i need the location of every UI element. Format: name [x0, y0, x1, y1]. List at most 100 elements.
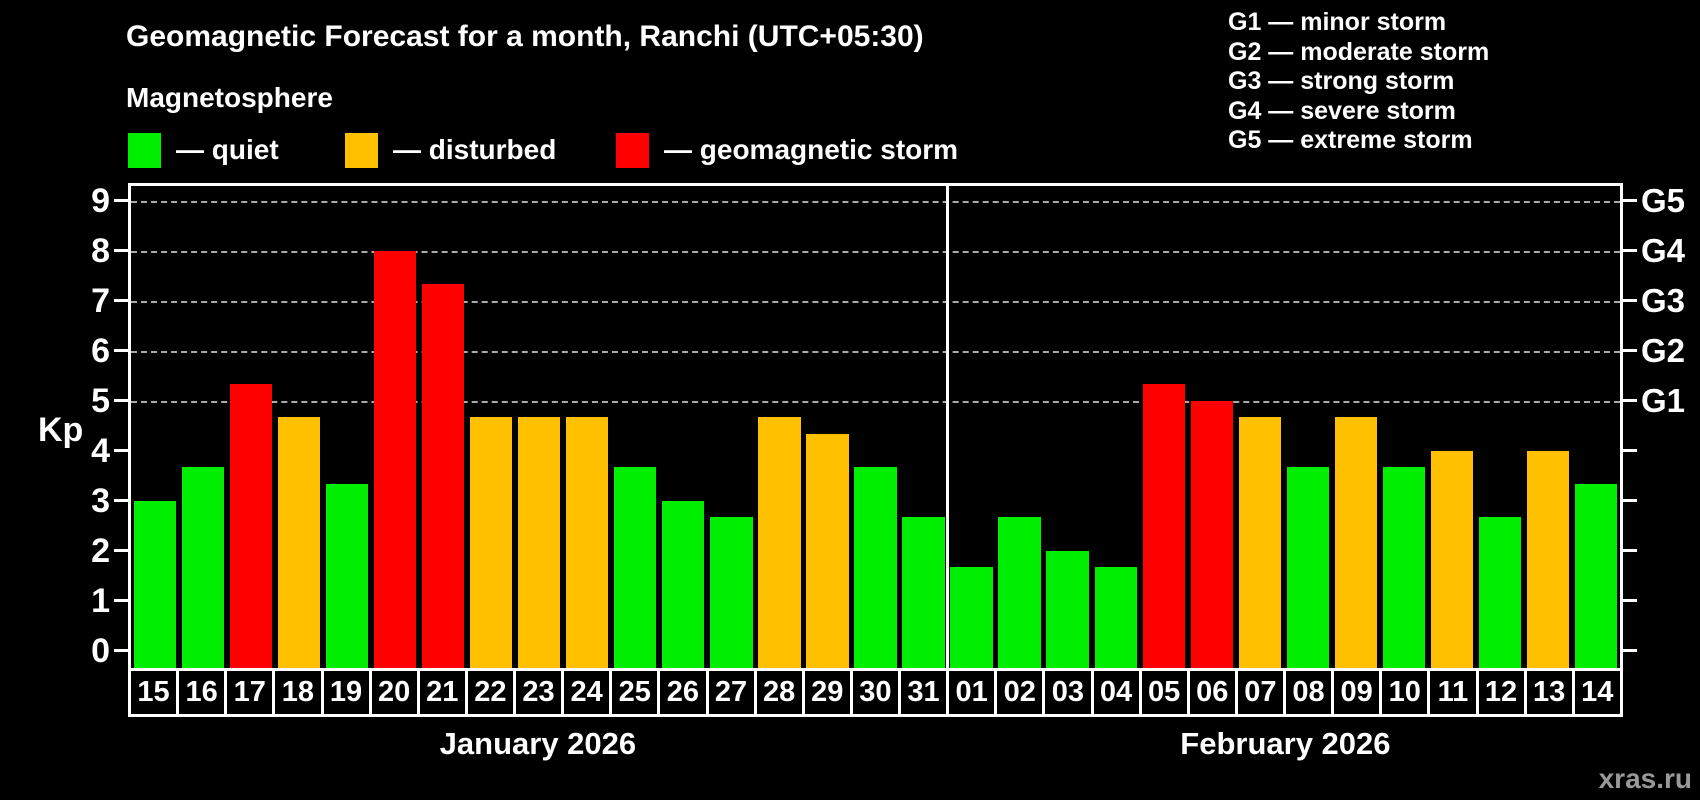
- kp-bar-day-01: [950, 567, 993, 668]
- kp-bar-day-15: [133, 500, 177, 668]
- kp-bar-day-23: [518, 417, 561, 668]
- day-cell-22: 22: [464, 668, 516, 717]
- bar-slot-17: [227, 186, 275, 668]
- left-tick-6: [114, 349, 128, 353]
- disturbed-legend-label: — disturbed: [393, 134, 557, 165]
- magnetosphere-label: Magnetosphere: [126, 82, 333, 113]
- g-legend-line: G5 — extreme storm: [1228, 126, 1473, 154]
- day-cell-21: 21: [416, 668, 468, 717]
- right-tick-6: [1623, 349, 1637, 353]
- left-tick-1: [114, 599, 128, 603]
- bar-slot-12: [1476, 186, 1524, 668]
- legend-item-quiet: — quiet: [128, 131, 279, 169]
- bar-slot-27: [707, 186, 755, 668]
- gridline-kp7: [131, 300, 1620, 303]
- right-tick-0: [1623, 649, 1637, 653]
- gridline-kp6: [131, 350, 1620, 353]
- quiet-legend-label: — quiet: [176, 134, 279, 165]
- left-tick-9: [114, 199, 128, 203]
- month-label-february: February 2026: [1180, 726, 1391, 761]
- day-cell-25: 25: [609, 668, 661, 717]
- day-cell-15: 15: [128, 668, 180, 717]
- bar-slot-13: [1524, 186, 1572, 668]
- y-tick-label-8: 8: [91, 231, 110, 270]
- day-cell-14: 14: [1571, 668, 1623, 717]
- g-legend-line: G2 — moderate storm: [1228, 37, 1490, 66]
- g-scale-legend: G1 — minor storm G2 — moderate storm G3 — …: [1228, 8, 1489, 156]
- legend-item-disturbed: — disturbed: [345, 131, 556, 169]
- right-tick-3: [1623, 499, 1637, 503]
- left-tick-5: [114, 399, 128, 403]
- kp-bar-day-28: [758, 417, 801, 668]
- right-tick-9: [1623, 199, 1637, 203]
- month-label-january: January 2026: [439, 726, 637, 761]
- kp-bar-day-16: [181, 467, 225, 668]
- disturbed-color-swatch: [345, 132, 378, 168]
- g-scale-label-G4: G4: [1641, 231, 1686, 269]
- g-legend-line: G3 — strong storm: [1228, 67, 1455, 95]
- kp-bar-day-12: [1478, 517, 1522, 668]
- day-cell-07: 07: [1234, 668, 1286, 717]
- bar-slot-01: [948, 186, 996, 668]
- kp-bar-day-07: [1238, 417, 1281, 668]
- g-scale-label-G3: G3: [1641, 281, 1686, 319]
- day-cell-24: 24: [561, 668, 613, 717]
- day-cell-09: 09: [1331, 668, 1383, 717]
- bar-slot-26: [659, 186, 707, 668]
- kp-bar-day-27: [710, 517, 753, 668]
- kp-bar-day-22: [470, 417, 513, 668]
- day-cell-28: 28: [753, 668, 805, 717]
- left-tick-2: [114, 549, 128, 553]
- bar-slot-03: [1044, 186, 1092, 668]
- bar-slot-19: [323, 186, 371, 668]
- day-cell-02: 02: [994, 668, 1046, 717]
- month-divider-line: [946, 186, 950, 668]
- bar-slot-09: [1332, 186, 1380, 668]
- bar-slot-30: [851, 186, 899, 668]
- day-cell-31: 31: [898, 668, 950, 717]
- right-tick-4: [1623, 449, 1637, 453]
- kp-bar-day-21: [422, 284, 465, 668]
- left-tick-0: [114, 649, 128, 653]
- left-tick-3: [114, 499, 128, 503]
- kp-bar-day-19: [326, 484, 369, 668]
- kp-bar-day-11: [1430, 450, 1473, 668]
- bar-slot-24: [563, 186, 611, 668]
- bar-slot-16: [179, 186, 227, 668]
- g-scale-label-G1: G1: [1641, 381, 1686, 419]
- day-cell-16: 16: [176, 668, 228, 717]
- watermark: xras.ru: [1598, 763, 1692, 794]
- gridline-kp9: [131, 200, 1620, 203]
- y-axis-title: Kp: [38, 411, 84, 449]
- kp-bar-day-29: [806, 434, 849, 668]
- y-tick-label-4: 4: [91, 431, 110, 470]
- gridline-kp5: [131, 400, 1620, 403]
- y-tick-label-3: 3: [91, 481, 110, 520]
- kp-bar-day-24: [566, 417, 609, 668]
- y-tick-label-6: 6: [91, 331, 110, 370]
- kp-bar-day-13: [1526, 450, 1570, 668]
- g-legend-line: G4 — severe storm: [1228, 96, 1456, 125]
- bar-slot-25: [611, 186, 659, 668]
- day-cell-05: 05: [1138, 668, 1190, 717]
- bar-slot-11: [1428, 186, 1476, 668]
- bar-slot-07: [1236, 186, 1284, 668]
- y-tick-label-2: 2: [91, 531, 110, 570]
- day-cell-03: 03: [1042, 668, 1094, 717]
- bar-slot-06: [1188, 186, 1236, 668]
- bar-slot-05: [1140, 186, 1188, 668]
- left-tick-4: [114, 449, 128, 453]
- day-cell-12: 12: [1475, 668, 1527, 717]
- day-cell-19: 19: [320, 668, 372, 717]
- bar-slot-31: [900, 186, 948, 668]
- right-tick-2: [1623, 549, 1637, 553]
- kp-bar-day-20: [374, 250, 417, 668]
- kp-bar-day-09: [1334, 417, 1377, 668]
- bar-slot-02: [996, 186, 1044, 668]
- quiet-color-swatch: [128, 132, 161, 168]
- g-scale-label-G2: G2: [1641, 331, 1686, 369]
- kp-bar-day-18: [277, 417, 321, 668]
- right-tick-5: [1623, 399, 1637, 403]
- right-tick-7: [1623, 299, 1637, 303]
